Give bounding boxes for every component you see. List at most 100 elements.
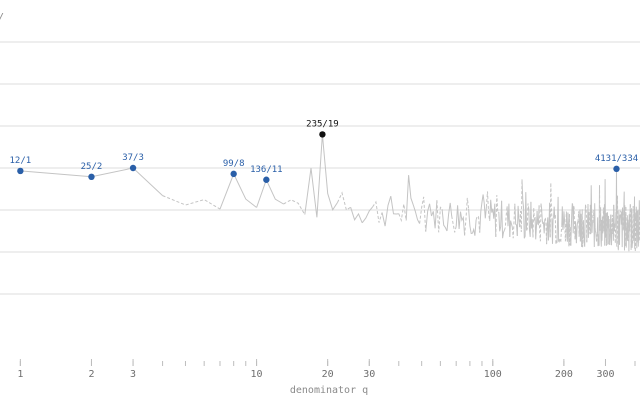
trace-segment — [361, 206, 373, 224]
x-axis-title: denominator q — [290, 385, 368, 396]
trace-segment — [583, 204, 586, 247]
x-tick-label: 1 — [17, 369, 23, 380]
trace-segment — [464, 197, 470, 236]
trace-segment — [573, 206, 576, 240]
trace-segment — [405, 175, 414, 221]
trace-segment — [607, 215, 610, 245]
trace-segment — [638, 200, 640, 241]
trace-segment — [536, 205, 540, 226]
trace-segment — [492, 203, 497, 237]
trace-segment — [561, 206, 564, 231]
trace-segment — [565, 211, 569, 242]
trace-segment — [618, 214, 621, 245]
x-tick-label: 2 — [88, 369, 94, 380]
trace-segment — [542, 219, 546, 234]
x-tick-label: 30 — [363, 369, 375, 380]
trace-segment — [372, 200, 383, 223]
trace-segment — [540, 203, 544, 224]
trace-segment — [526, 203, 530, 231]
trace-segment — [436, 200, 443, 233]
trace-segment — [511, 203, 516, 239]
highlight-point — [263, 176, 270, 183]
trace-segment — [635, 206, 637, 233]
trace-segment — [634, 212, 637, 252]
trace-segment — [556, 196, 560, 243]
trace-segment — [431, 200, 438, 229]
trace-segment — [381, 196, 392, 227]
trace-segment — [482, 194, 487, 219]
trace-segment — [562, 211, 566, 226]
point-label: 235/19 — [306, 119, 339, 129]
trace-segment — [577, 211, 580, 237]
trace-segment — [549, 182, 553, 238]
trace-segment — [419, 196, 427, 232]
trace-segment — [632, 227, 635, 241]
highlight-point — [129, 164, 137, 172]
trace-segment — [501, 200, 505, 239]
trace-segment — [636, 210, 638, 249]
point-label: 99/8 — [223, 159, 245, 169]
trace-segment — [304, 134, 323, 218]
trace-segment — [589, 185, 593, 235]
trace-segment — [283, 199, 306, 215]
gridlines — [0, 41, 640, 295]
trace-segment — [567, 212, 570, 247]
trace-segment — [350, 207, 363, 223]
trace-segment — [581, 209, 584, 248]
point-label: 12/1 — [10, 156, 32, 166]
trace-segment — [570, 203, 573, 246]
point-label: 37/3 — [122, 153, 144, 163]
highlighted-points: 12/1 25/2 37/3 99/8 136/11 235/19 4131/334 — [10, 119, 638, 183]
trace-segment — [20, 167, 163, 196]
trace-segment — [523, 192, 528, 239]
trace-segment — [632, 205, 634, 244]
trace-segment — [616, 168, 618, 247]
x-tick-label: 100 — [484, 369, 502, 380]
trace-segment — [628, 214, 630, 252]
trace-segment — [551, 216, 554, 244]
trace-segment — [621, 207, 624, 248]
trace-segment — [544, 217, 548, 245]
trace-segment — [596, 217, 599, 247]
trace-segment — [582, 220, 585, 244]
trace-segment — [627, 219, 630, 242]
trace-segment — [468, 208, 473, 235]
trace-segment — [622, 212, 625, 231]
trace-segment — [606, 212, 609, 245]
trace-segment — [441, 209, 448, 232]
y-axis-label: / — [0, 12, 4, 23]
trace-segment — [608, 218, 611, 245]
trace-segment — [579, 213, 583, 247]
trace-segment — [585, 204, 588, 243]
trace-segment — [629, 204, 631, 232]
trace-segment — [455, 205, 461, 230]
x-tick-label: 200 — [555, 369, 573, 380]
trace-segment — [489, 199, 494, 221]
trace-segment — [629, 204, 632, 250]
trace-segment — [594, 227, 597, 239]
trace-segment — [506, 203, 511, 237]
trace-segment — [624, 205, 626, 251]
x-tick-label: 20 — [322, 369, 334, 380]
trace-segment — [519, 179, 523, 233]
trace-segment — [568, 214, 572, 246]
highlight-point — [88, 173, 95, 181]
trace-segment — [614, 223, 617, 244]
trace-segment — [337, 191, 351, 211]
x-tick-label: 3 — [130, 369, 136, 380]
trace-segment — [495, 195, 500, 237]
highlight-point — [613, 165, 620, 173]
trace-segment — [479, 194, 484, 233]
x-axis-ticks: 1 2 3 10 20 30 100 200 300 — [17, 359, 615, 380]
trace-segment — [617, 210, 620, 251]
trace-segment — [521, 179, 525, 239]
x-tick-label: 10 — [251, 369, 263, 380]
highlight-point — [230, 170, 237, 178]
trace-segment — [538, 203, 542, 242]
trace-segment — [390, 196, 399, 215]
trace-segment — [558, 238, 561, 243]
trace-segment — [475, 215, 481, 233]
trace-segment — [514, 203, 518, 236]
trace-segment — [604, 179, 607, 246]
trace-segment — [498, 200, 503, 232]
